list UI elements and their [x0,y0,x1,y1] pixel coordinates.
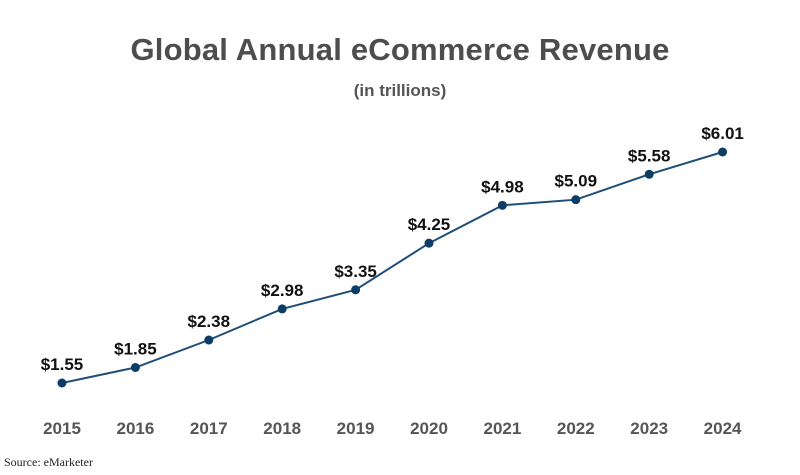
x-tick-label-2022: 2022 [557,419,595,438]
data-point-2019 [351,285,361,295]
data-label-2019: $3.35 [334,262,377,281]
data-point-2024 [718,147,728,157]
data-label-2018: $2.98 [261,281,304,300]
chart-title: Global Annual eCommerce Revenue [130,32,670,67]
x-tick-label-2023: 2023 [630,419,668,438]
data-point-2022 [571,195,581,205]
x-tick-label-2020: 2020 [410,419,448,438]
data-label-2021: $4.98 [481,177,524,196]
data-point-2015 [57,378,67,388]
data-label-2017: $2.38 [188,312,231,331]
data-point-2020 [424,238,434,248]
data-point-2018 [277,304,287,314]
data-point-2021 [497,200,507,210]
data-labels-group: $1.55 $1.85 $2.38 $2.98 $3.35 $4.25 $4.98 $5.09… [41,124,744,374]
x-tick-label-2019: 2019 [337,419,375,438]
x-tick-label-2016: 2016 [116,419,154,438]
data-point-2016 [130,362,140,372]
data-label-2024: $6.01 [701,124,744,143]
data-label-2015: $1.55 [41,355,84,374]
data-label-2020: $4.25 [408,215,451,234]
source-note: Source: eMarketer [4,455,93,469]
x-tick-label-2024: 2024 [704,419,742,438]
series-group [57,147,728,388]
data-label-2023: $5.58 [628,146,671,165]
data-point-2023 [644,169,654,179]
x-tick-label-2018: 2018 [263,419,301,438]
data-point-2017 [204,335,214,345]
x-tick-label-2015: 2015 [43,419,81,438]
chart-subtitle: (in trillions) [353,81,447,100]
x-tick-label-2021: 2021 [483,419,521,438]
series-line [61,151,723,384]
data-label-2016: $1.85 [114,339,157,358]
data-label-2022: $5.09 [555,172,598,191]
x-axis-ticks: 2015 2016 2017 2018 2019 2020 2021 2022 2023 2024 [43,419,742,438]
x-tick-label-2017: 2017 [190,419,228,438]
